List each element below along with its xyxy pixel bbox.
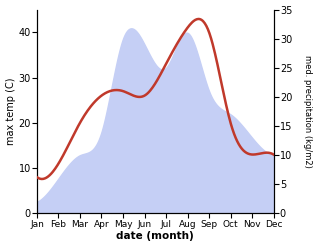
Y-axis label: max temp (C): max temp (C)	[5, 78, 16, 145]
X-axis label: date (month): date (month)	[116, 231, 194, 242]
Y-axis label: med. precipitation (kg/m2): med. precipitation (kg/m2)	[303, 55, 313, 168]
